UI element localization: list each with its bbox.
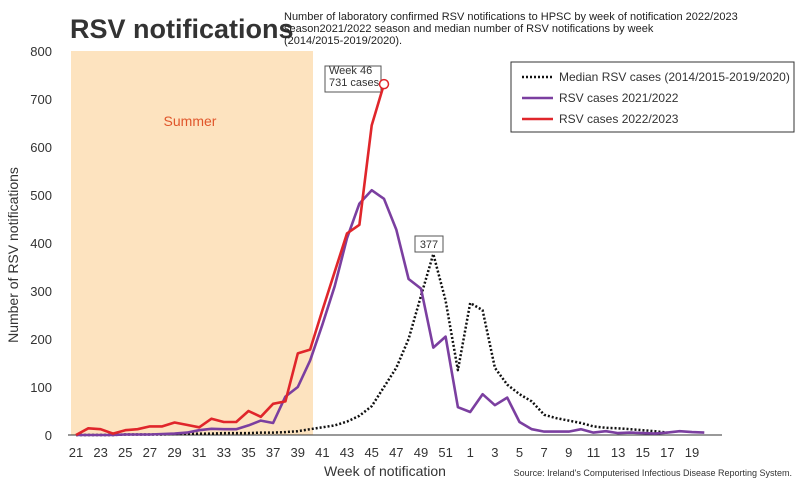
- y-tick-label: 400: [30, 236, 52, 251]
- x-tick-label: 47: [389, 445, 403, 460]
- summer-shade: [71, 51, 313, 435]
- x-tick-label: 51: [438, 445, 452, 460]
- x-tick-label: 35: [241, 445, 255, 460]
- source: Source: Ireland's Computerised Infectiou…: [514, 468, 792, 478]
- annotation-box: [414, 235, 444, 253]
- y-tick-label: 100: [30, 380, 52, 395]
- x-tick-label: 5: [516, 445, 523, 460]
- x-tick-label: 11: [587, 445, 601, 460]
- x-tick-label: 41: [315, 445, 329, 460]
- y-tick-label: 800: [30, 44, 52, 59]
- series-line: [76, 252, 668, 437]
- y-tick-label: 600: [30, 140, 52, 155]
- x-tick-label: 7: [541, 445, 548, 460]
- annotation: Week 46: [329, 65, 372, 77]
- x-tick-label: 39: [291, 445, 305, 460]
- x-tick-label: 23: [93, 445, 107, 460]
- annotation: 731 cases: [329, 77, 380, 89]
- y-axis-label: Number of RSV notifications: [5, 167, 21, 343]
- x-tick-label: 17: [660, 445, 674, 460]
- legend-label: RSV cases 2022/2023: [559, 112, 679, 126]
- x-tick-label: 29: [167, 445, 181, 460]
- y-tick-label: 700: [30, 92, 52, 107]
- x-tick-label: 13: [611, 445, 625, 460]
- y-tick-label: 0: [45, 428, 52, 443]
- subtitle: season2021/2022 season and median number…: [284, 23, 654, 35]
- x-tick-label: 45: [364, 445, 378, 460]
- chart-title: RSV notifications: [70, 14, 294, 44]
- legend-label: RSV cases 2021/2022: [559, 91, 679, 105]
- subtitle: Number of laboratory confirmed RSV notif…: [284, 11, 738, 23]
- x-tick-label: 21: [69, 445, 83, 460]
- x-tick-label: 19: [685, 445, 699, 460]
- y-tick-label: 500: [30, 188, 52, 203]
- x-tick-label: 15: [635, 445, 649, 460]
- x-tick-label: 25: [118, 445, 132, 460]
- x-tick-label: 49: [414, 445, 428, 460]
- x-tick-label: 33: [217, 445, 231, 460]
- annotation: 377: [420, 239, 438, 251]
- x-tick-label: 37: [266, 445, 280, 460]
- x-tick-label: 3: [491, 445, 498, 460]
- legend-label: Median RSV cases (2014/2015-2019/2020): [559, 70, 790, 84]
- subtitle: (2014/2015-2019/2020).: [284, 35, 402, 47]
- y-tick-label: 200: [30, 332, 52, 347]
- legend: [510, 61, 795, 133]
- end-marker: [378, 78, 390, 90]
- x-tick-label: 9: [565, 445, 572, 460]
- series-line: [75, 83, 386, 437]
- x-tick-label: 27: [143, 445, 157, 460]
- x-tick-label: 43: [340, 445, 354, 460]
- x-tick-label: 31: [192, 445, 206, 460]
- series-line: [76, 188, 705, 437]
- summer-label: Summer: [164, 113, 217, 129]
- x-axis-label: Week of notification: [324, 463, 446, 479]
- annotation-box: [324, 65, 382, 93]
- x-tick-label: 1: [467, 445, 474, 460]
- y-tick-label: 300: [30, 284, 52, 299]
